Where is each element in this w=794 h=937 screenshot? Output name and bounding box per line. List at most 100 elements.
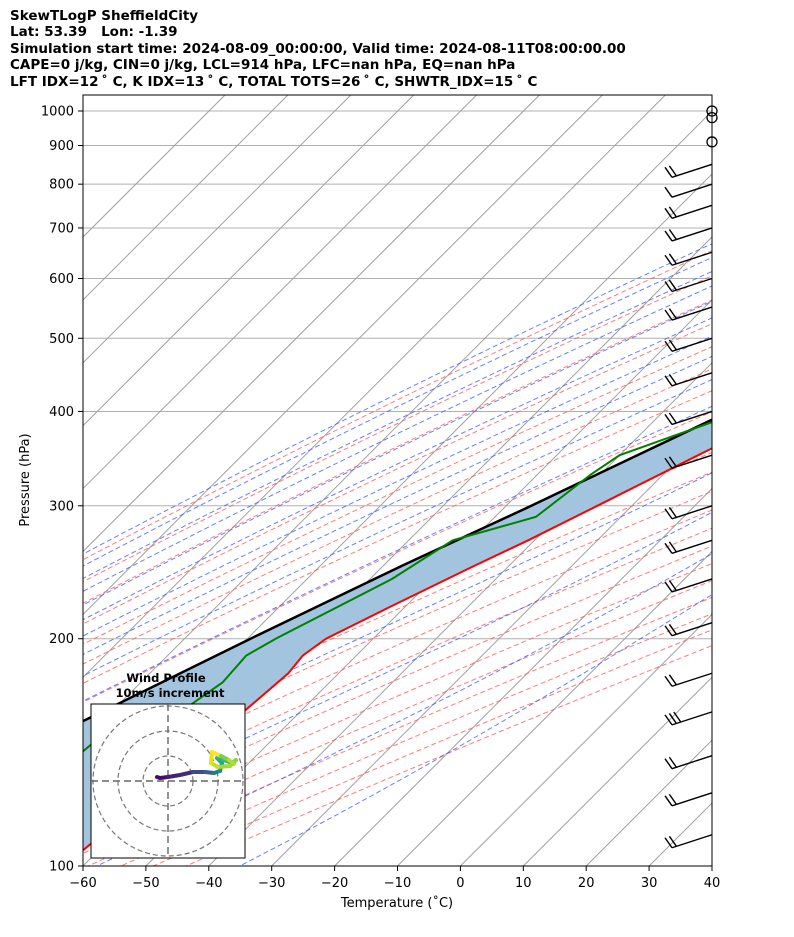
parcel-profile-line bbox=[83, 418, 712, 723]
wind-barb-flag bbox=[664, 542, 673, 554]
wind-barb-staff bbox=[671, 505, 713, 520]
wind-barb-staff bbox=[671, 711, 713, 726]
dry-adiabat-line bbox=[83, 490, 712, 774]
isotherm-line bbox=[334, 487, 712, 866]
wind-barb-flag bbox=[668, 456, 677, 468]
moist-adiabat-line bbox=[83, 355, 712, 656]
dry-adiabat-line bbox=[83, 509, 712, 791]
wind-barb-staff bbox=[671, 183, 713, 198]
isotherm-line bbox=[83, 95, 540, 553]
isotherm-line bbox=[522, 676, 712, 866]
wind-barb-staff bbox=[671, 204, 713, 219]
wind-barb-staff bbox=[671, 622, 713, 637]
x-tick-label: 0 bbox=[456, 876, 464, 891]
y-tick-label: 900 bbox=[49, 139, 74, 154]
isotherm-line bbox=[83, 95, 603, 616]
hodograph-trace-segment bbox=[227, 758, 236, 766]
wind-barb-flag bbox=[664, 581, 673, 593]
hodograph-plot bbox=[91, 704, 245, 858]
y-tick-label: 300 bbox=[49, 499, 74, 514]
y-axis-label: Pressure (hPa) bbox=[18, 433, 33, 526]
title-index-line: LFT IDX=12 ˚ C, K IDX=13 ˚ C, TOTAL TOTS… bbox=[10, 73, 538, 90]
wind-barb-staff bbox=[671, 251, 713, 266]
isotherm-line bbox=[83, 95, 352, 364]
wind-barb-flag bbox=[664, 281, 673, 292]
wind-barb-flag bbox=[673, 711, 682, 723]
isotherm-line bbox=[83, 95, 226, 238]
wind-barb-staff bbox=[671, 372, 713, 387]
isotherm-line bbox=[83, 95, 666, 679]
wind-barb-flag bbox=[664, 186, 673, 198]
isotherm-line bbox=[208, 362, 712, 866]
y-tick-label: 600 bbox=[49, 272, 74, 287]
wind-barb-flag bbox=[664, 795, 673, 807]
y-tick-label: 800 bbox=[49, 178, 74, 193]
wind-barb-flag bbox=[668, 623, 677, 635]
dry-adiabat-line bbox=[83, 346, 712, 645]
wind-barb-staff bbox=[671, 227, 713, 242]
x-tick-label: −60 bbox=[69, 876, 96, 891]
dewpoint-profile-line bbox=[83, 421, 712, 753]
dry-adiabat-line bbox=[83, 411, 712, 703]
chart-title-block: SkewTLogP SheffieldCity Lat: 53.39 Lon: -… bbox=[10, 8, 626, 90]
title-times: Simulation start time: 2024-08-09_00:00:… bbox=[10, 40, 626, 57]
x-tick-label: 30 bbox=[641, 876, 658, 891]
y-tick-label: 400 bbox=[49, 405, 74, 420]
wind-barb-flag bbox=[664, 758, 673, 770]
wind-barb-staff bbox=[671, 539, 713, 554]
cin-cape-shaded-area bbox=[83, 419, 712, 851]
moist-adiabat-line bbox=[83, 285, 712, 592]
dry-adiabat-line bbox=[83, 527, 712, 807]
x-tick-label: 20 bbox=[578, 876, 595, 891]
wind-barb-staff bbox=[671, 163, 713, 178]
moist-adiabat-line bbox=[96, 553, 712, 866]
dry-adiabat-line bbox=[153, 629, 712, 866]
wind-barb-flag bbox=[668, 308, 677, 319]
wind-barb-flag bbox=[668, 835, 677, 847]
wind-barb-flag bbox=[664, 714, 673, 726]
title-latlon: Lat: 53.39 Lon: -1.39 bbox=[10, 24, 178, 41]
dry-adiabat-line bbox=[83, 368, 712, 665]
wind-barb-flag bbox=[664, 166, 673, 178]
wind-barb-flag bbox=[664, 414, 673, 425]
y-tick-label: 700 bbox=[49, 221, 74, 236]
wind-barb-staff bbox=[671, 672, 713, 687]
wind-barb-staff bbox=[671, 834, 713, 849]
wind-barb-flag bbox=[668, 339, 677, 351]
x-tick-label: 10 bbox=[515, 876, 532, 891]
moist-adiabat-line bbox=[83, 300, 712, 606]
isotherm-line bbox=[145, 299, 712, 866]
isotherm-line bbox=[271, 424, 712, 866]
wind-barb-calm-marker bbox=[706, 111, 718, 124]
moist-adiabat-line bbox=[83, 511, 712, 816]
wind-barb-flag bbox=[664, 375, 673, 387]
hodograph-subtitle: 10m/s increment bbox=[116, 686, 225, 700]
wind-barb-flag bbox=[668, 229, 677, 240]
dry-adiabat-line bbox=[83, 545, 712, 823]
x-tick-label: −20 bbox=[321, 876, 348, 891]
wind-barb-flag bbox=[668, 756, 677, 768]
wind-barb-flag bbox=[668, 373, 677, 385]
wind-barb-staff bbox=[671, 277, 713, 293]
wind-barb-flag bbox=[664, 508, 673, 520]
y-tick-label: 200 bbox=[49, 632, 74, 647]
wind-barb-staff bbox=[671, 792, 713, 807]
isotherm-line bbox=[711, 865, 712, 866]
hodograph-title: Wind Profile bbox=[126, 671, 206, 685]
wind-barb-calm-marker bbox=[706, 136, 718, 148]
isotherm-line bbox=[397, 550, 712, 866]
y-tick-label: 500 bbox=[49, 332, 74, 347]
wind-barb-flag bbox=[668, 206, 677, 218]
wind-barb-flag bbox=[668, 794, 677, 805]
wind-barb-flag bbox=[664, 230, 673, 242]
isotherm-line bbox=[83, 95, 289, 301]
x-axis-label: Temperature (˚C) bbox=[340, 895, 453, 911]
wind-barb-flag bbox=[668, 412, 677, 424]
hodograph-trace-segment bbox=[216, 764, 232, 769]
wind-barb-flag bbox=[668, 506, 677, 518]
isotherm-line bbox=[460, 613, 712, 866]
isotherm-line bbox=[83, 95, 477, 490]
x-tick-label: −30 bbox=[258, 876, 285, 891]
wind-barb-calm-marker bbox=[706, 105, 718, 117]
